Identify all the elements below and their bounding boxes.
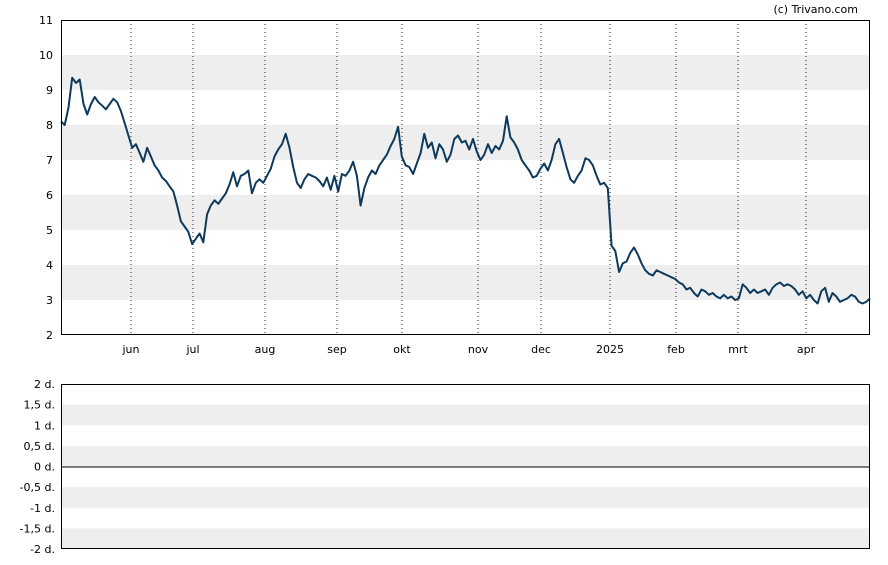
volume-y-tick-label: 1 d. — [34, 419, 55, 432]
x-tick-label: 2025 — [596, 343, 624, 356]
y-tick-label: 2 — [46, 329, 53, 342]
x-tick-label: jun — [122, 343, 140, 356]
x-tick-label: jul — [185, 343, 199, 356]
y-tick-label: 8 — [46, 119, 53, 132]
volume-chart-y-axis: 2 d. 1,5 d. 1 d. 0,5 d. 0 d. -0,5 d. -1 d. -1,5… — [20, 378, 55, 556]
x-tick-label: mrt — [728, 343, 748, 356]
y-tick-label: 9 — [46, 84, 53, 97]
volume-y-tick-label: -2 d. — [30, 543, 55, 556]
volume-y-tick-label: 2 d. — [34, 378, 55, 391]
volume-y-tick-label: -0,5 d. — [20, 481, 55, 494]
volume-y-tick-label: -1 d. — [30, 502, 55, 515]
volume-band — [61, 446, 870, 467]
volume-chart-bands — [61, 405, 870, 549]
price-chart-x-axis: jun jul aug sep okt nov dec 2025 feb mrt apr — [122, 343, 816, 356]
volume-band — [61, 528, 870, 549]
y-tick-label: 4 — [46, 259, 53, 272]
price-chart-bands — [61, 55, 870, 300]
volume-band — [61, 405, 870, 426]
y-tick-label: 7 — [46, 154, 53, 167]
x-tick-label: apr — [797, 343, 816, 356]
x-tick-label: dec — [531, 343, 551, 356]
y-tick-label: 5 — [46, 224, 53, 237]
volume-band — [61, 487, 870, 508]
x-tick-label: aug — [255, 343, 276, 356]
volume-y-tick-label: 0 d. — [34, 461, 55, 474]
y-tick-label: 10 — [39, 49, 53, 62]
price-band — [61, 55, 870, 90]
y-tick-label: 3 — [46, 294, 53, 307]
copyright-label: (c) Trivano.com — [773, 3, 858, 16]
price-band — [61, 265, 870, 300]
volume-y-tick-label: 0,5 d. — [24, 440, 55, 453]
x-tick-label: okt — [393, 343, 411, 356]
x-tick-label: sep — [327, 343, 346, 356]
x-tick-label: nov — [468, 343, 489, 356]
x-tick-label: feb — [667, 343, 685, 356]
price-chart-y-axis: 2 3 4 5 6 7 8 9 10 11 — [39, 14, 53, 342]
y-tick-label: 6 — [46, 189, 53, 202]
volume-y-tick-label: 1,5 d. — [24, 399, 55, 412]
volume-y-tick-label: -1,5 d. — [20, 522, 55, 535]
y-tick-label: 11 — [39, 14, 53, 27]
